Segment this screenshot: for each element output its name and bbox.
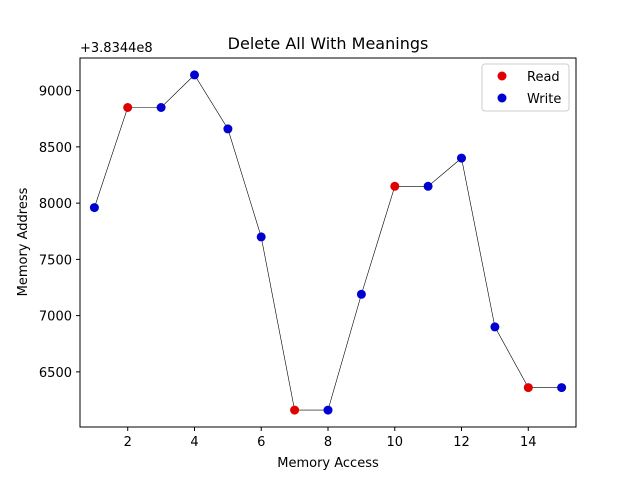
x-tick-label: 14 bbox=[520, 435, 537, 450]
read-point-2 bbox=[123, 103, 133, 112]
y-tick-label: 6500 bbox=[39, 366, 72, 381]
y-axis-ticks: 6500 7000 7500 8000 8500 9000 bbox=[39, 85, 80, 381]
write-point-5 bbox=[223, 124, 233, 134]
y-tick-label: 7500 bbox=[39, 253, 72, 268]
y-tick-label: 7000 bbox=[39, 310, 72, 325]
y-tick-label: 8500 bbox=[39, 141, 72, 156]
legend-label-write: Write bbox=[527, 92, 561, 107]
read-point-14 bbox=[523, 383, 533, 393]
write-point-1 bbox=[89, 203, 99, 213]
y-tick-label: 9000 bbox=[39, 85, 72, 100]
x-axis-label: Memory Access bbox=[277, 456, 379, 471]
write-point-9 bbox=[356, 289, 366, 299]
y-offset-label: +3.8344e8 bbox=[80, 41, 153, 56]
x-tick-label: 6 bbox=[257, 435, 265, 450]
write-point-3 bbox=[156, 103, 166, 112]
x-tick-label: 4 bbox=[190, 435, 198, 450]
data-line bbox=[94, 74, 562, 411]
x-tick-label: 8 bbox=[324, 435, 332, 450]
read-point-7 bbox=[290, 405, 300, 415]
x-tick-label: 2 bbox=[124, 435, 132, 450]
legend-marker-read bbox=[497, 71, 507, 81]
write-point-11 bbox=[423, 181, 433, 191]
legend-marker-write bbox=[497, 93, 507, 103]
write-point-4 bbox=[190, 70, 199, 80]
x-tick-label: 10 bbox=[386, 435, 403, 450]
plot-frame bbox=[79, 57, 577, 428]
access-path-line bbox=[94, 74, 562, 411]
write-point-15 bbox=[557, 383, 567, 393]
chart-title: Delete All With Meanings bbox=[228, 34, 429, 53]
plot-area bbox=[79, 57, 577, 428]
x-tick-label: 12 bbox=[453, 435, 470, 450]
write-point-13 bbox=[490, 322, 500, 332]
write-point-8 bbox=[323, 405, 333, 415]
x-axis-ticks: 2 4 6 8 10 12 14 bbox=[124, 427, 537, 450]
write-point-6 bbox=[256, 232, 266, 242]
read-point-10 bbox=[390, 181, 400, 191]
legend-label-read: Read bbox=[527, 70, 560, 85]
data-points bbox=[89, 70, 567, 415]
y-axis-label: Memory Address bbox=[16, 187, 31, 296]
write-point-12 bbox=[457, 153, 466, 163]
y-tick-label: 8000 bbox=[39, 197, 72, 212]
legend: Read Write bbox=[481, 63, 570, 112]
